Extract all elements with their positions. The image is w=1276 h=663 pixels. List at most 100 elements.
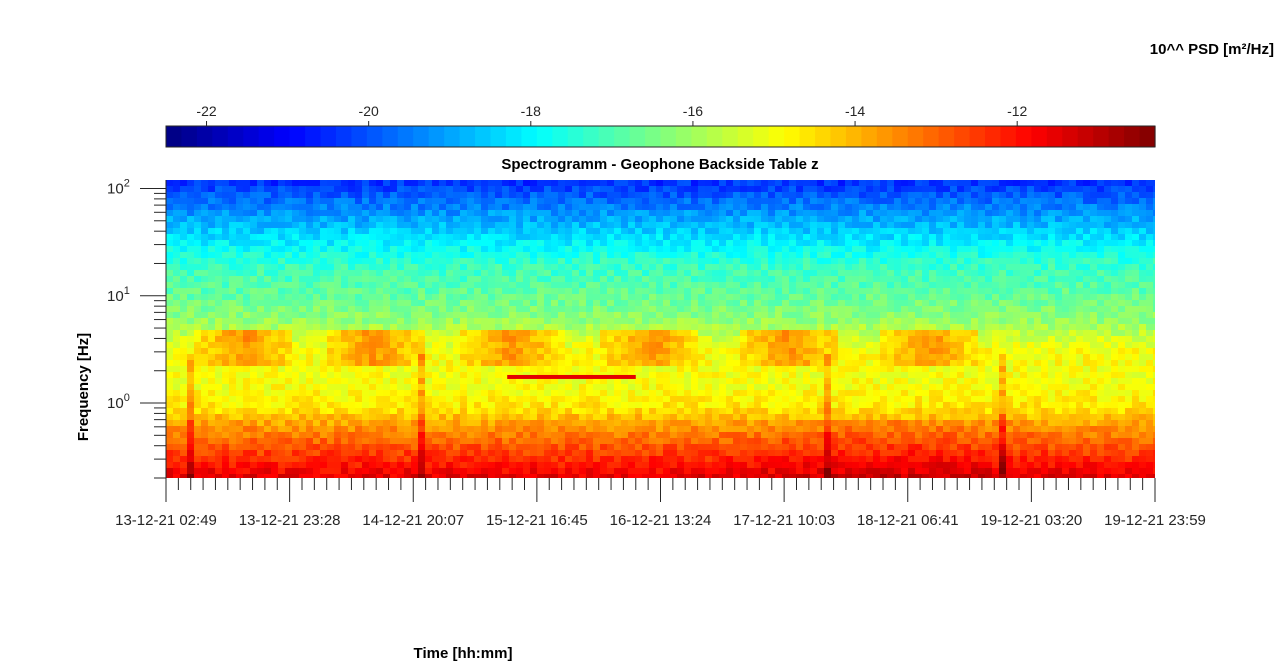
heatmap-cell (537, 264, 545, 271)
heatmap-cell (1027, 234, 1035, 241)
heatmap-cell (383, 384, 391, 391)
heatmap-cell (243, 270, 251, 277)
heatmap-cell (537, 276, 545, 283)
heatmap-cell (964, 198, 972, 205)
heatmap-cell (390, 378, 398, 385)
heatmap-cell (1006, 336, 1014, 343)
heatmap-cell (978, 276, 986, 283)
heatmap-cell (530, 336, 538, 343)
heatmap-cell (859, 330, 867, 337)
heatmap-cell (1020, 324, 1028, 331)
heatmap-cell (1090, 264, 1098, 271)
heatmap-cell (495, 276, 503, 283)
heatmap-cell (180, 216, 188, 223)
heatmap-cell (824, 264, 832, 271)
heatmap-cell (453, 294, 461, 301)
heatmap-cell (355, 294, 363, 301)
heatmap-cell (628, 252, 636, 259)
heatmap-cell (740, 216, 748, 223)
heatmap-cell (530, 294, 538, 301)
heatmap-cell (1020, 348, 1028, 355)
heatmap-cell (593, 246, 601, 253)
heatmap-cell (929, 306, 937, 313)
heatmap-cell (439, 342, 447, 349)
heatmap-cell (670, 360, 678, 367)
heatmap-cell (376, 330, 384, 337)
heatmap-cell (495, 204, 503, 211)
heatmap-cell (614, 204, 622, 211)
heatmap-cell (1104, 228, 1112, 235)
heatmap-cell (1013, 360, 1021, 367)
heatmap-cell (1034, 192, 1042, 199)
heatmap-cell (215, 216, 223, 223)
heatmap-cell (348, 384, 356, 391)
heatmap-cell (1027, 258, 1035, 265)
heatmap-cell (327, 384, 335, 391)
heatmap-cell (243, 366, 251, 373)
heatmap-cell (390, 228, 398, 235)
heatmap-cell (796, 300, 804, 307)
heatmap-cell (761, 318, 769, 325)
heatmap-cell (383, 378, 391, 385)
heatmap-cell (1139, 210, 1147, 217)
heatmap-cell (803, 234, 811, 241)
heatmap-cell (691, 282, 699, 289)
heatmap-cell (789, 312, 797, 319)
heatmap-cell (656, 306, 664, 313)
heatmap-cell (936, 366, 944, 373)
heatmap-cell (838, 258, 846, 265)
heatmap-cell (243, 228, 251, 235)
heatmap-cell (761, 246, 769, 253)
heatmap-cell (733, 234, 741, 241)
heatmap-cell (509, 228, 517, 235)
heatmap-cell (495, 294, 503, 301)
heatmap-cell (1111, 192, 1119, 199)
heatmap-cell (285, 372, 293, 379)
heatmap-cell (369, 324, 377, 331)
heatmap-cell (796, 186, 804, 193)
heatmap-cell (264, 336, 272, 343)
heatmap-cell (432, 210, 440, 217)
heatmap-cell (1153, 354, 1155, 361)
heatmap-cell (614, 228, 622, 235)
heatmap-cell (705, 270, 713, 277)
heatmap-cell (166, 192, 174, 199)
heatmap-cell (327, 336, 335, 343)
heatmap-cell (943, 216, 951, 223)
heatmap-cell (432, 366, 440, 373)
heatmap-cell (390, 318, 398, 325)
heatmap-cell (964, 294, 972, 301)
heatmap-cell (292, 198, 300, 205)
heatmap-cell (180, 330, 188, 337)
heatmap-cell (404, 192, 412, 199)
heatmap-cell (733, 384, 741, 391)
heatmap-cell (866, 336, 874, 343)
heatmap-cell (404, 264, 412, 271)
heatmap-cell (208, 210, 216, 217)
heatmap-cell (502, 204, 510, 211)
heatmap-cell (1139, 216, 1147, 223)
heatmap-cell (649, 270, 657, 277)
heatmap-cell (215, 258, 223, 265)
heatmap-cell (1062, 258, 1070, 265)
heatmap-cell (1027, 222, 1035, 229)
heatmap-cell (516, 180, 524, 187)
heatmap-cell (866, 360, 874, 367)
heatmap-cell (1041, 282, 1049, 289)
heatmap-cell (404, 312, 412, 319)
heatmap-cell (376, 216, 384, 223)
heatmap-cell (768, 330, 776, 337)
heatmap-cell (635, 258, 643, 265)
heatmap-cell (327, 234, 335, 241)
heatmap-cell (670, 312, 678, 319)
heatmap-cell (306, 306, 314, 313)
heatmap-cell (600, 378, 608, 385)
heatmap-cell (530, 348, 538, 355)
heatmap-cell (516, 366, 524, 373)
heatmap-cell (1013, 192, 1021, 199)
heatmap-cell (824, 252, 832, 259)
heatmap-cell (460, 282, 468, 289)
heatmap-cell (439, 372, 447, 379)
heatmap-cell (628, 192, 636, 199)
heatmap-cell (327, 318, 335, 325)
